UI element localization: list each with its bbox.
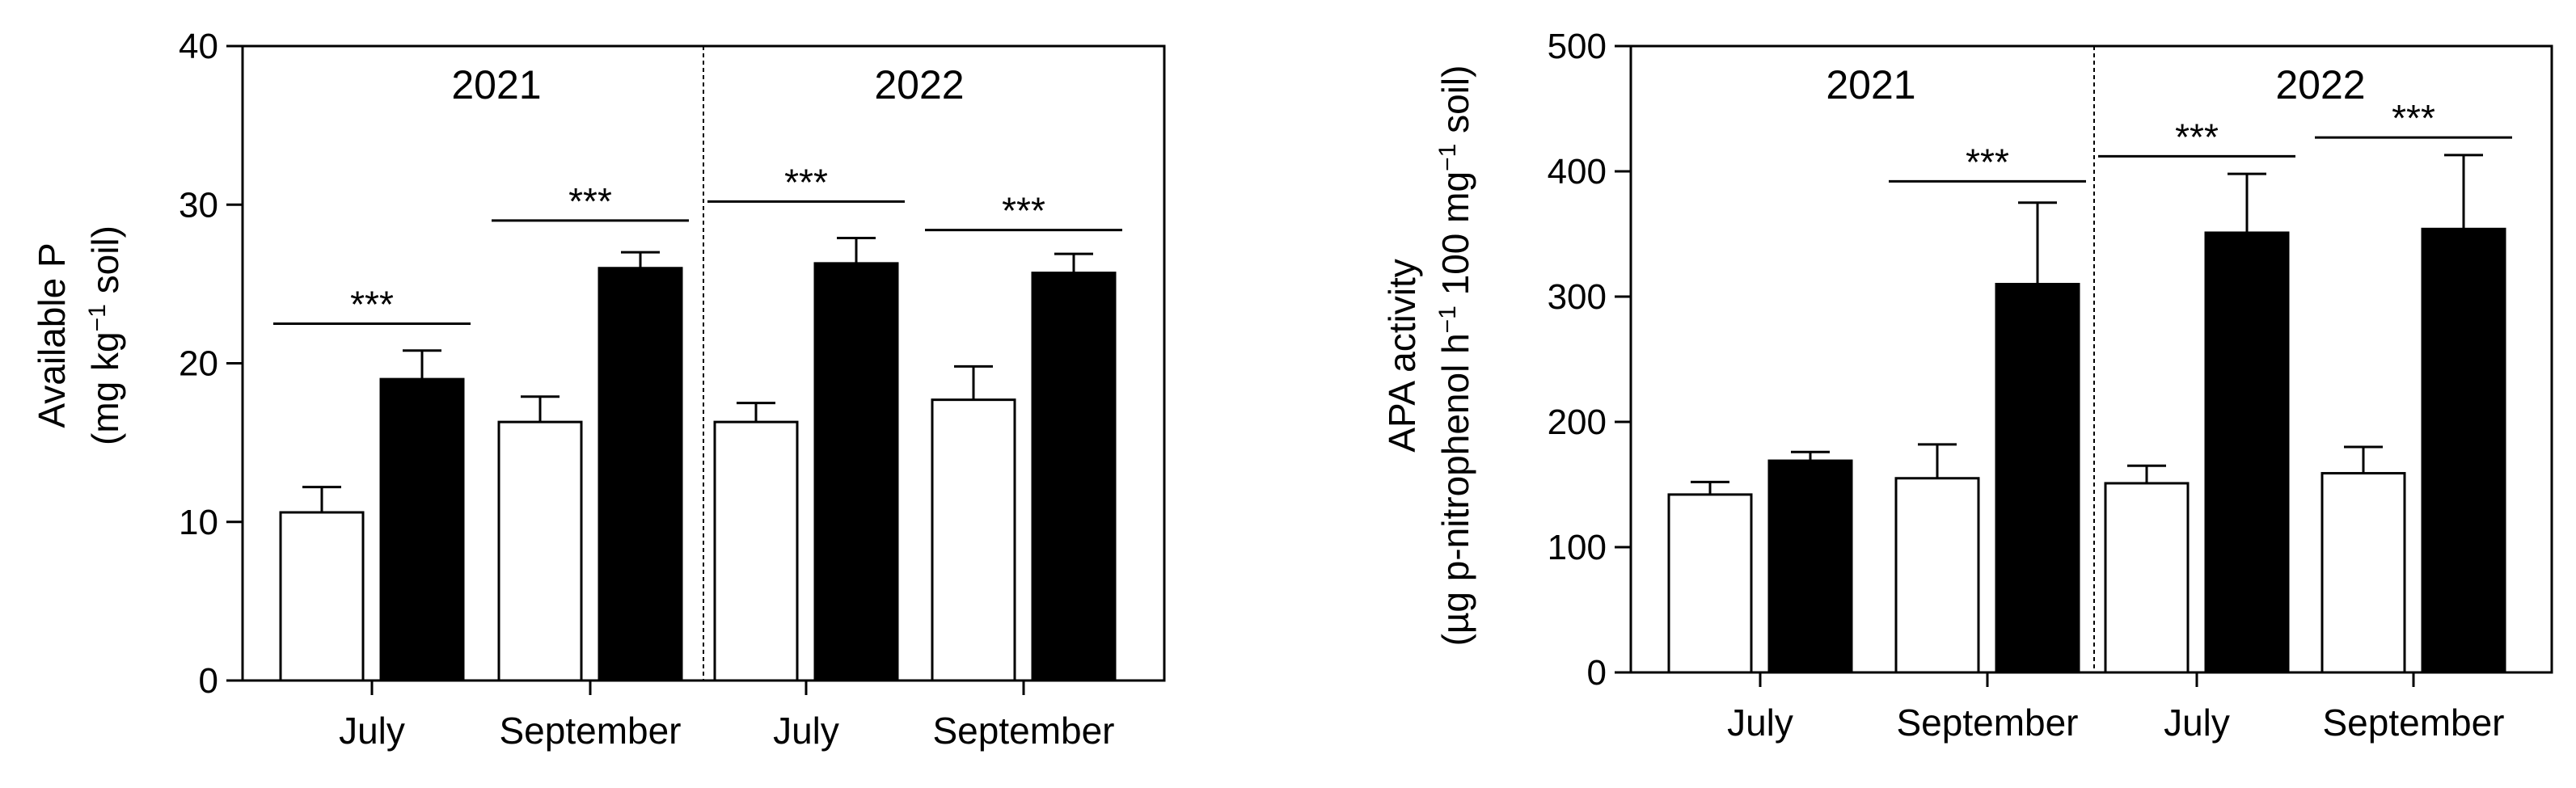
available-p-bar	[279, 511, 365, 682]
apa-activity-significance-label: ***	[1966, 141, 2009, 183]
available-p-category-label: July	[339, 710, 405, 752]
apa-activity-ytick-label: 400	[1548, 152, 1607, 192]
apa-activity-category-label: September	[2322, 702, 2504, 744]
available-p-category-label: September	[932, 710, 1114, 752]
apa-activity-ylabel-line2: (µg p-nitrophenol h−1 100 mg−1 soil)	[1434, 65, 1477, 647]
available-p-bar	[497, 420, 583, 682]
available-p-axes	[226, 44, 1166, 695]
apa-activity-bar	[1995, 283, 2080, 674]
apa-activity-ytick-label: 100	[1548, 528, 1607, 567]
apa-activity-bar	[1667, 493, 1753, 674]
available-p-ylabel-line2: (mg kg−1 soil)	[84, 225, 127, 445]
available-p-bar	[931, 398, 1016, 682]
apa-activity-year-label: 2021	[1826, 62, 1915, 107]
available-p-bar	[598, 267, 683, 682]
available-p-ytick-label: 20	[179, 344, 218, 384]
available-p-bar	[379, 377, 465, 682]
available-p-ytick-label: 30	[179, 185, 218, 225]
apa-activity-labels: 0 100 200 300 400 500 July September July Septemb…	[1548, 27, 2512, 744]
available-p-bar	[1031, 272, 1117, 682]
available-p-labels: 0 10 20 30 40 July September July September 2021 2…	[179, 27, 1122, 752]
apa-activity-bar	[1894, 477, 1980, 674]
apa-activity-axes	[1615, 44, 2553, 687]
chart-available-p: 0 10 20 30 40 July September July September 2021 2…	[31, 27, 1166, 752]
available-p-ytick-label: 40	[179, 27, 218, 66]
available-p-year-label: 2021	[451, 62, 541, 107]
available-p-significance-label: ***	[568, 180, 612, 222]
apa-activity-ytick-label: 300	[1548, 277, 1607, 317]
available-p-category-label: September	[499, 710, 681, 752]
apa-activity-ytick-label: 0	[1587, 653, 1607, 693]
available-p-ytick-label: 10	[179, 503, 218, 542]
available-p-ytick-label: 0	[199, 661, 218, 701]
available-p-significance-label: ***	[784, 161, 828, 203]
apa-activity-plot-frame	[1629, 44, 2553, 674]
available-p-bars	[279, 236, 1117, 682]
apa-activity-bars	[1667, 154, 2506, 674]
available-p-significance-label: ***	[350, 283, 394, 325]
apa-activity-bar	[1767, 459, 1853, 674]
apa-activity-bar	[2421, 227, 2506, 674]
apa-activity-ytick-label: 500	[1548, 27, 1607, 66]
apa-activity-ylabel-line1: APA activity	[1381, 259, 1423, 452]
apa-activity-year-label: 2022	[2275, 62, 2365, 107]
available-p-category-label: July	[773, 710, 839, 752]
apa-activity-significance-label: ***	[2175, 116, 2219, 158]
available-p-significance-label: ***	[1002, 190, 1045, 232]
available-p-ylabel-line1: Available P	[31, 242, 73, 428]
apa-activity-category-label: July	[1727, 702, 1793, 744]
apa-activity-bar	[2204, 231, 2290, 674]
apa-activity-bar	[2321, 472, 2406, 674]
available-p-bar	[813, 262, 899, 682]
apa-activity-ytick-label: 200	[1548, 402, 1607, 442]
apa-activity-category-label: July	[2164, 702, 2230, 744]
apa-activity-bar	[2104, 482, 2190, 674]
apa-activity-significance-label: ***	[2392, 97, 2435, 139]
available-p-year-label: 2022	[874, 62, 964, 107]
available-p-bar	[713, 420, 799, 682]
apa-activity-category-label: September	[1896, 702, 2078, 744]
chart-apa-activity: 0 100 200 300 400 500 July September July Septemb…	[1381, 27, 2553, 744]
